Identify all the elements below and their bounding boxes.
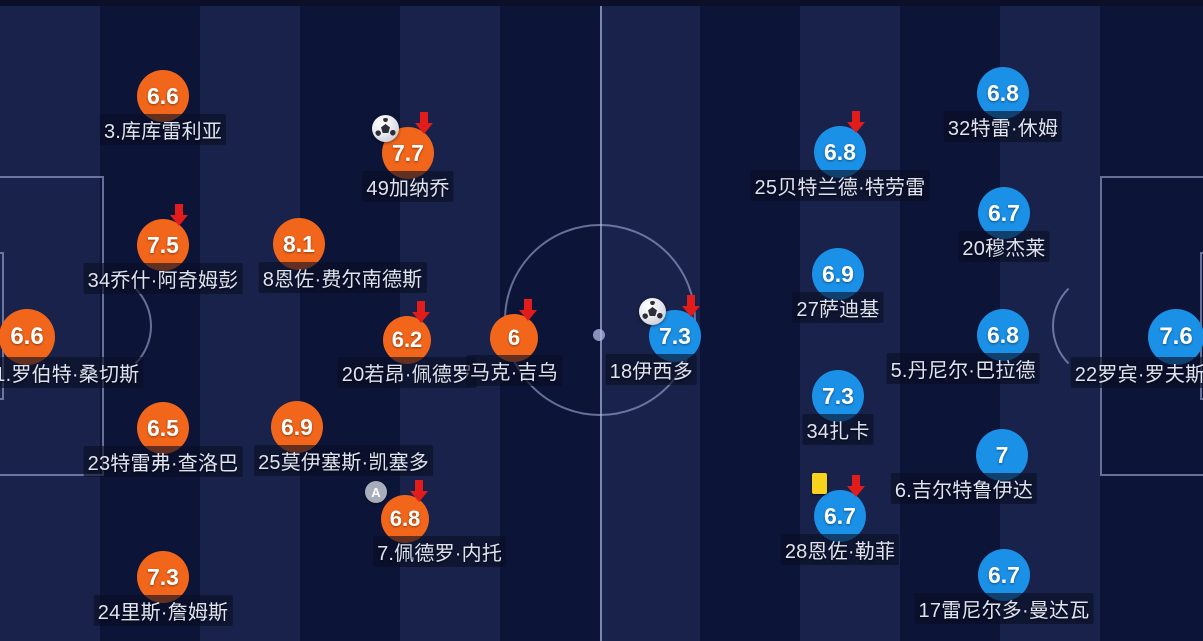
player-marker[interactable]: 7.6 22罗宾·罗夫斯 <box>1070 309 1203 388</box>
player-marker[interactable]: 7.3 18伊西多 <box>605 295 701 385</box>
player-rating-bubble[interactable]: 8.1 <box>273 218 325 270</box>
top-letterbox-bar <box>0 0 1203 6</box>
pitch-stripe <box>300 0 400 641</box>
player-name-label: 24里斯·詹姆斯 <box>93 595 233 626</box>
player-rating-bubble[interactable]: 7 <box>976 429 1028 481</box>
player-name-label: 32特雷·休姆 <box>943 111 1063 142</box>
player-marker[interactable]: 6.6 3.库库雷利亚 <box>99 70 227 145</box>
center-spot <box>593 329 605 341</box>
player-rating-bubble[interactable]: 6.7 <box>978 187 1030 239</box>
player-name-label: 6.吉尔特鲁伊达 <box>890 473 1038 504</box>
player-name-label: 20若昂·佩德罗 <box>337 357 477 388</box>
player-marker[interactable]: 6.7 17雷尼尔多·曼达瓦 <box>914 549 1094 624</box>
player-name-label: 马克·吉乌 <box>466 355 562 386</box>
player-name-label: 25贝特兰德·特劳雷 <box>750 170 930 201</box>
player-marker[interactable]: 7.5 34乔什·阿奇姆彭 <box>83 204 243 294</box>
player-name-label: 18伊西多 <box>605 354 697 385</box>
player-name-label: 23特雷弗·查洛巴 <box>83 446 243 477</box>
player-marker[interactable]: 6.9 27萨迪基 <box>792 248 884 323</box>
penalty-arc-right <box>1052 272 1160 380</box>
player-name-label: 28恩佐·勒菲 <box>780 534 900 565</box>
player-rating-bubble[interactable]: 6.7 <box>814 490 866 542</box>
player-name-label: 27萨迪基 <box>792 292 884 323</box>
player-rating-bubble[interactable]: 6 <box>490 314 538 362</box>
player-rating-bubble[interactable]: 7.7 <box>382 127 434 179</box>
player-marker[interactable]: 6.7 28恩佐·勒菲 <box>780 473 900 565</box>
player-marker[interactable]: 6 马克·吉乌 <box>466 299 562 386</box>
player-name-label: 5.丹尼尔·巴拉德 <box>886 353 1040 384</box>
player-marker[interactable]: 7 6.吉尔特鲁伊达 <box>890 429 1038 504</box>
player-rating-bubble[interactable]: 7.5 <box>137 219 189 271</box>
player-rating-bubble[interactable]: 6.6 <box>0 309 55 365</box>
player-rating-bubble[interactable]: 6.6 <box>137 70 189 122</box>
player-rating-bubble[interactable]: 7.3 <box>812 370 864 422</box>
player-name-label: 49加纳乔 <box>362 171 454 202</box>
player-marker[interactable]: 6.8 25贝特兰德·特劳雷 <box>750 111 930 201</box>
pitch-stripe <box>200 0 300 641</box>
player-name-label: 25莫伊塞斯·凯塞多 <box>254 445 433 476</box>
player-marker[interactable]: 7.7 49加纳乔 <box>362 112 454 202</box>
player-name-label: 1.罗伯特·桑切斯 <box>0 357 144 388</box>
player-rating-bubble[interactable]: 7.6 <box>1148 309 1203 365</box>
player-name-label: 34扎卡 <box>802 414 874 445</box>
player-name-label: 3.库库雷利亚 <box>99 114 227 145</box>
player-marker[interactable]: 7.3 24里斯·詹姆斯 <box>93 551 233 626</box>
player-rating-bubble[interactable]: 6.8 <box>381 495 429 543</box>
player-marker[interactable]: 6.8 32特雷·休姆 <box>943 67 1063 142</box>
player-name-label: 22罗宾·罗夫斯 <box>1070 357 1203 388</box>
yellow-card-icon <box>812 473 827 494</box>
player-marker[interactable]: 7.3 34扎卡 <box>802 370 874 445</box>
player-marker[interactable]: 6.5 23特雷弗·查洛巴 <box>83 402 243 477</box>
player-marker[interactable]: 8.1 8恩佐·费尔南德斯 <box>258 218 427 293</box>
player-marker[interactable]: 6.8 5.丹尼尔·巴拉德 <box>886 309 1040 384</box>
player-marker[interactable]: 6.6 1.罗伯特·桑切斯 <box>0 309 144 388</box>
player-name-label: 34乔什·阿奇姆彭 <box>83 263 243 294</box>
player-marker[interactable]: 6.7 20穆杰莱 <box>958 187 1050 262</box>
player-rating-bubble[interactable]: 6.8 <box>977 309 1029 361</box>
player-name-label: 7.佩德罗·内托 <box>373 536 507 567</box>
penalty-arc-left <box>44 272 152 380</box>
player-rating-bubble[interactable]: 6.7 <box>978 549 1030 601</box>
player-marker[interactable]: 6.2 20若昂·佩德罗 <box>337 301 477 388</box>
player-rating-bubble[interactable]: 6.9 <box>271 401 323 453</box>
assist-badge-icon: A <box>365 481 387 503</box>
player-name-label: 8恩佐·费尔南德斯 <box>258 262 427 293</box>
goal-ball-icon <box>372 115 399 142</box>
player-name-label: 20穆杰莱 <box>958 231 1050 262</box>
player-marker[interactable]: 6.8 A 7.佩德罗·内托 <box>365 480 507 567</box>
player-rating-bubble[interactable]: 7.3 <box>137 551 189 603</box>
goal-ball-icon <box>639 298 666 325</box>
player-rating-bubble[interactable]: 6.2 <box>383 316 431 364</box>
player-rating-bubble[interactable]: 6.5 <box>137 402 189 454</box>
player-rating-bubble[interactable]: 6.9 <box>812 248 864 300</box>
player-rating-bubble[interactable]: 6.8 <box>977 67 1029 119</box>
player-name-label: 17雷尼尔多·曼达瓦 <box>914 593 1094 624</box>
player-marker[interactable]: 6.9 25莫伊塞斯·凯塞多 <box>254 401 433 476</box>
player-rating-bubble[interactable]: 6.8 <box>814 126 866 178</box>
